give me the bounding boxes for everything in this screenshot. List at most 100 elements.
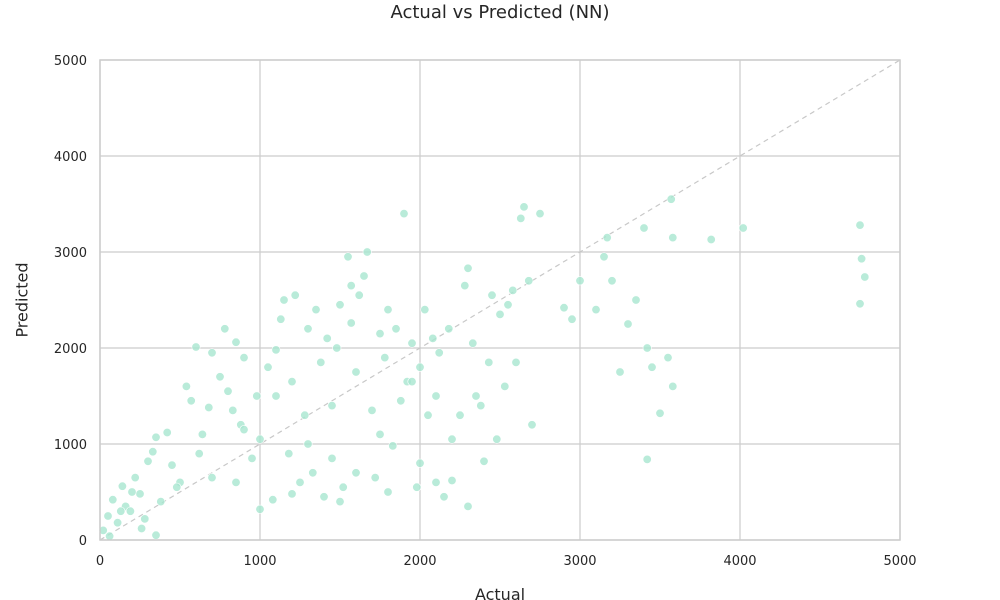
data-point (388, 441, 398, 451)
data-point (860, 272, 870, 282)
data-point (186, 396, 196, 406)
data-point (343, 252, 353, 262)
data-point (239, 425, 249, 435)
data-point (487, 290, 497, 300)
y-tick-label: 1000 (54, 438, 87, 453)
data-point (415, 458, 425, 468)
data-point (135, 489, 145, 499)
data-point (303, 324, 313, 334)
data-point (103, 511, 113, 521)
data-point (460, 281, 470, 291)
data-point (354, 290, 364, 300)
data-point (511, 357, 521, 367)
data-point (444, 324, 454, 334)
data-point (463, 501, 473, 511)
frame-layer (99, 59, 901, 541)
data-point (335, 497, 345, 507)
data-point (287, 489, 297, 499)
data-point (191, 342, 201, 352)
data-point (268, 495, 278, 505)
data-point (156, 497, 166, 507)
data-point (407, 338, 417, 348)
x-tick-label: 5000 (883, 554, 916, 569)
data-point (127, 487, 137, 497)
data-point (375, 329, 385, 339)
data-point (639, 223, 649, 233)
data-point (207, 473, 217, 483)
x-axis-label: Actual (474, 585, 526, 600)
y-tick-label: 5000 (54, 54, 87, 69)
data-point (439, 492, 449, 502)
data-point (172, 482, 182, 492)
x-tick-label: 1000 (243, 554, 276, 569)
data-point (247, 453, 257, 463)
data-point (311, 305, 321, 315)
data-point (468, 338, 478, 348)
data-point (271, 391, 281, 401)
data-point (290, 290, 300, 300)
data-point (204, 402, 214, 412)
data-point (420, 305, 430, 315)
data-point (434, 348, 444, 358)
data-point (284, 449, 294, 459)
ticks-layer: 0 1000 2000 3000 4000 5000 0 1000 2000 3000 4000 50… (54, 54, 917, 569)
data-point (527, 420, 537, 430)
data-point (300, 410, 310, 420)
data-point (332, 343, 342, 353)
reference-line (99, 59, 901, 541)
data-point (151, 530, 161, 540)
points-layer (98, 194, 870, 541)
data-point (252, 391, 262, 401)
data-point (108, 495, 118, 505)
data-point (535, 209, 545, 219)
data-point (508, 285, 518, 295)
data-point (367, 405, 377, 415)
data-point (602, 233, 612, 243)
data-point (524, 276, 534, 286)
y-axis-label: Predicted (12, 262, 32, 338)
data-point (666, 194, 676, 204)
data-point (591, 305, 601, 315)
data-point (362, 247, 372, 257)
data-point (415, 362, 425, 372)
data-point (484, 357, 494, 367)
data-point (140, 514, 150, 524)
data-point (668, 233, 678, 243)
data-point (455, 410, 465, 420)
data-point (663, 353, 673, 363)
data-point (228, 405, 238, 415)
data-point (463, 263, 473, 273)
data-point (125, 506, 135, 516)
data-point (271, 345, 281, 355)
data-point (327, 453, 337, 463)
data-point (855, 299, 865, 309)
data-point (255, 434, 265, 444)
data-point (396, 396, 406, 406)
data-point (239, 353, 249, 363)
data-point (615, 367, 625, 377)
data-point (375, 429, 385, 439)
data-point (130, 473, 140, 483)
data-point (319, 492, 329, 502)
data-point (380, 353, 390, 363)
data-point (668, 381, 678, 391)
data-point (338, 482, 348, 492)
data-point (197, 429, 207, 439)
data-point (370, 473, 380, 483)
data-point (148, 447, 158, 457)
y-tick-label: 0 (79, 534, 87, 549)
x-tick-label: 4000 (723, 554, 756, 569)
data-point (471, 391, 481, 401)
data-point (231, 337, 241, 347)
data-point (738, 223, 748, 233)
data-point (407, 377, 417, 387)
data-point (567, 314, 577, 324)
data-point (303, 439, 313, 449)
data-point (137, 523, 147, 533)
data-point (231, 477, 241, 487)
data-point (308, 468, 318, 478)
data-point (151, 432, 161, 442)
data-point (607, 276, 617, 286)
